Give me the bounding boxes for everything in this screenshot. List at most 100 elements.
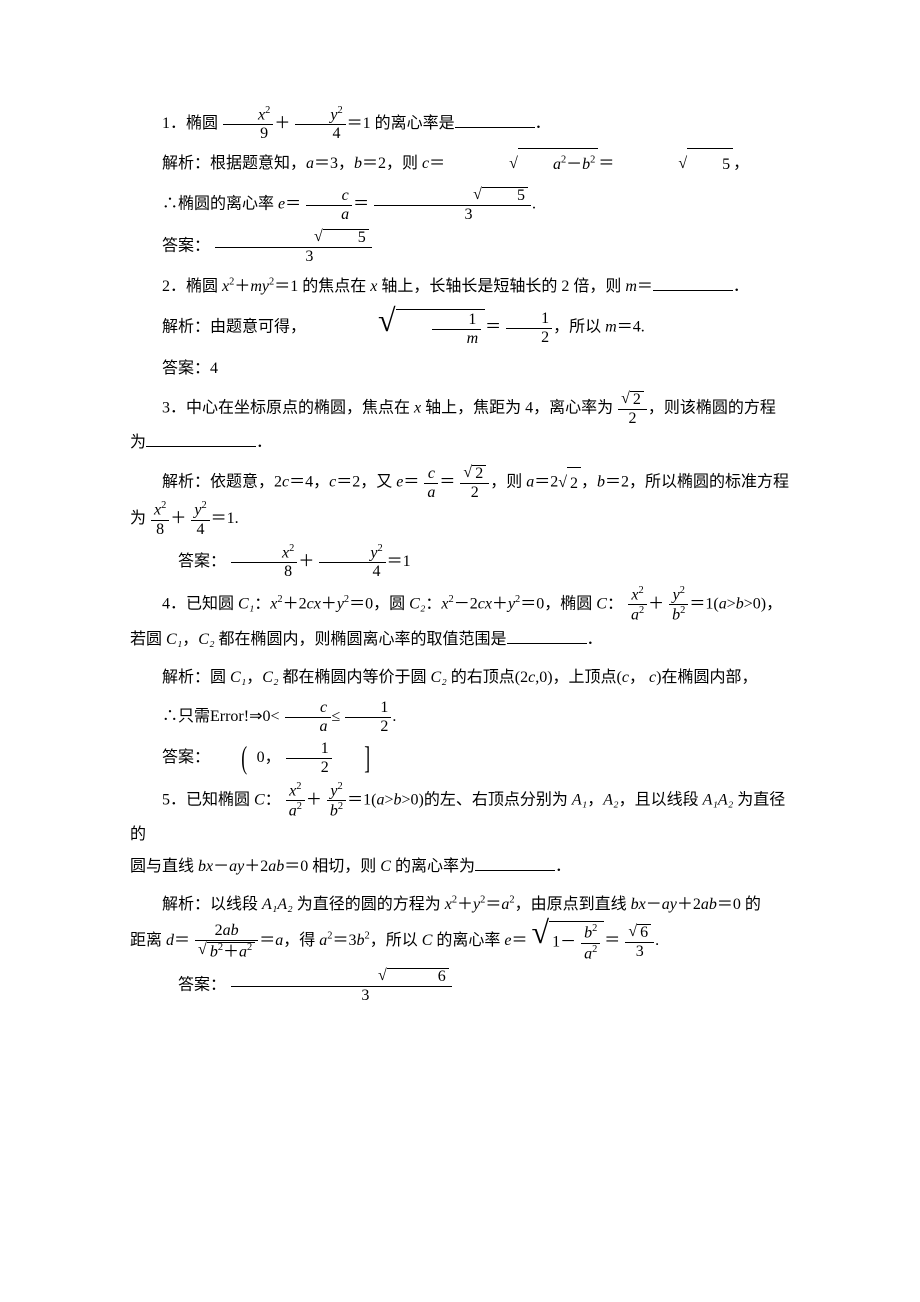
d: 2 xyxy=(506,329,552,346)
d: a xyxy=(320,718,328,735)
t: )在椭圆内部， xyxy=(656,669,757,686)
d: 9 xyxy=(223,125,273,142)
t: ， xyxy=(246,669,262,686)
t: ，则 xyxy=(490,474,526,491)
v: C₂ xyxy=(409,595,425,612)
n: 1 xyxy=(432,312,482,330)
v: b xyxy=(736,595,744,612)
t: ＝3， xyxy=(314,156,354,173)
t: ． xyxy=(733,278,749,295)
blank xyxy=(653,274,733,291)
t: ＝ xyxy=(353,196,369,213)
t: ． xyxy=(256,434,272,451)
t: ＝ xyxy=(512,932,528,949)
t: ≤ xyxy=(332,708,341,725)
v: c xyxy=(645,669,656,686)
fraction: y2 b2 xyxy=(327,782,346,820)
v: e xyxy=(504,932,511,949)
t: ＝4， xyxy=(289,474,329,491)
q4-stem: 4．已知圆 C₁：x2＋2cx＋y2＝0，圆 C₂：x2－2cx＋y2＝0，椭圆… xyxy=(130,586,790,656)
d: 2 xyxy=(345,718,391,735)
t: ＝ xyxy=(485,319,501,336)
q5-solution: 解析：以线段 A₁A₂ 为直径的圆的方程为 x2＋y2＝a2，由原点到直线 bx… xyxy=(130,889,790,962)
t: 3．中心在坐标原点的椭圆，焦点在 xyxy=(162,400,414,417)
fraction: √2 2 xyxy=(618,391,647,427)
sqrt-big: √1－ b2 a2 xyxy=(532,921,605,962)
q3-solution: 解析：依题意，2c＝4，c＝2，又 e＝ c a ＝ √2 2 ，则 a＝2√2… xyxy=(130,465,790,537)
t: ＝ xyxy=(259,932,275,949)
t: ＝4. xyxy=(617,319,645,336)
d: 4 xyxy=(191,521,209,538)
d: 4 xyxy=(295,125,345,142)
t: >0)的左、右顶点分别为 xyxy=(402,791,572,808)
t: 答案： xyxy=(162,749,210,766)
t: . xyxy=(532,196,536,213)
op: ＋ xyxy=(274,115,290,132)
t: ＝ xyxy=(429,156,445,173)
fraction: y2 4 xyxy=(295,106,345,142)
text: 1．椭圆 xyxy=(162,115,218,132)
q4-answer: 答案： (0， 1 2 ] xyxy=(130,741,790,776)
v: b xyxy=(394,791,402,808)
t: 都在椭圆内等价于圆 xyxy=(279,669,431,686)
t: 轴上，长轴长是短轴长的 2 倍，则 xyxy=(377,278,625,295)
t: ，且以线段 xyxy=(619,791,703,808)
t: ＝ xyxy=(598,156,614,173)
n: 1 xyxy=(345,700,391,718)
q1-solution-l1: 解析：根据题意知，a＝3，b＝2，则 c＝√a2－b2＝√5， xyxy=(130,148,790,181)
d: 2 xyxy=(286,759,332,776)
t: ，所以 xyxy=(370,932,422,949)
fraction: c a xyxy=(424,466,438,501)
q1-stem: 1．椭圆 x2 9 ＋ y2 4 ＝1 的离心率是． xyxy=(130,106,790,142)
v: a xyxy=(719,595,727,612)
t: ＝ xyxy=(285,196,301,213)
fraction: y2 b2 xyxy=(669,586,688,624)
v: A₁ xyxy=(572,791,587,808)
q2-solution: 解析：由题意可得， √ 1 m ＝ 1 2 ，所以 m＝4. xyxy=(130,309,790,347)
d: m xyxy=(467,330,479,347)
n: c xyxy=(342,187,349,204)
t: 解析：依题意，2 xyxy=(162,474,282,491)
fraction: x2 8 xyxy=(231,544,297,580)
q1-solution-l2: ∴椭圆的离心率 e＝ c a ＝ √5 3 . xyxy=(130,187,790,223)
v: a xyxy=(306,156,314,173)
fraction: c a xyxy=(285,700,331,735)
t: ，所以 xyxy=(553,319,605,336)
t: ＝ xyxy=(403,474,419,491)
q1-answer: 答案： √5 3 xyxy=(130,229,790,265)
t: 若圆 xyxy=(130,631,166,648)
d: 3 xyxy=(215,248,372,265)
v: C₂ xyxy=(198,631,214,648)
fraction: √2 2 xyxy=(460,465,489,501)
t: ＋ xyxy=(306,791,322,808)
t: ＝2，又 xyxy=(336,474,396,491)
d: 4 xyxy=(319,563,385,580)
d: b xyxy=(672,607,680,624)
v: b xyxy=(597,474,605,491)
blank xyxy=(475,854,555,871)
t: 答案：4 xyxy=(162,360,218,377)
t: > xyxy=(384,791,393,808)
n: y xyxy=(673,586,680,603)
fraction: 2ab √b2＋a2 xyxy=(195,923,258,960)
fraction: 1 2 xyxy=(506,311,552,346)
fraction: x2 a2 xyxy=(286,782,305,820)
blank xyxy=(507,627,587,644)
d: 8 xyxy=(151,521,169,538)
t: ，得 xyxy=(283,932,319,949)
t: 距离 xyxy=(130,932,166,949)
rbracket-icon: ] xyxy=(346,745,369,771)
t: ： xyxy=(425,595,441,612)
fraction: y2 4 xyxy=(191,501,209,537)
t: ＋ xyxy=(648,595,664,612)
q2-answer: 答案：4 xyxy=(130,353,790,385)
fraction: 1 2 xyxy=(286,741,332,776)
v: C₁ xyxy=(238,595,254,612)
t: ，则该椭圆的方程 xyxy=(648,400,776,417)
t: 解析：由题意可得， xyxy=(162,319,306,336)
t: 答案： xyxy=(178,977,226,994)
t: ,0)，上顶点( xyxy=(535,669,622,686)
d: b xyxy=(330,802,338,819)
t: ， xyxy=(182,631,198,648)
t: ∴只需Error!⇒0< xyxy=(162,708,280,725)
